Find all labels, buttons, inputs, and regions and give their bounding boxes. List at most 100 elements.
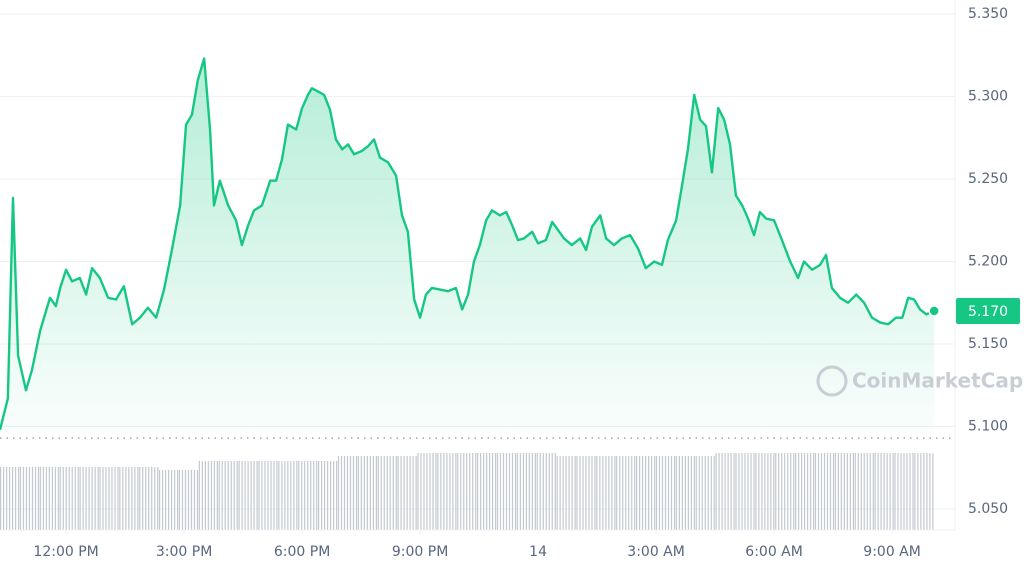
volume-stripe — [843, 453, 845, 530]
volume-stripe — [45, 467, 47, 530]
volume-stripe — [122, 467, 124, 530]
volume-stripe — [336, 461, 338, 530]
volume-stripe — [846, 453, 848, 530]
volume-stripe — [318, 461, 320, 530]
current-price-badge — [956, 298, 1020, 325]
volume-stripe — [608, 456, 610, 530]
current-price-label: 5.170 — [968, 304, 1008, 320]
volume-stripe — [389, 456, 391, 530]
volume-stripe — [443, 453, 445, 530]
volume-bar — [874, 453, 894, 530]
volume-stripe — [59, 467, 61, 530]
volume-bar — [59, 467, 79, 530]
volume-stripe — [437, 453, 439, 530]
volume-stripe — [486, 453, 488, 530]
volume-stripe — [287, 461, 289, 530]
volume-stripe — [145, 467, 147, 530]
volume-stripe — [71, 467, 73, 530]
volume-stripe — [826, 453, 829, 530]
volume-bar — [655, 456, 676, 530]
volume-stripe — [730, 453, 732, 530]
volume-bar — [238, 461, 258, 530]
volume-stripe — [3, 467, 5, 530]
volume-stripe — [125, 467, 127, 530]
volume-stripe — [256, 461, 258, 530]
x-tick-label: 12:00 PM — [33, 544, 98, 560]
volume-stripe — [511, 453, 514, 530]
volume-stripe — [54, 467, 56, 530]
volume-stripe — [548, 453, 550, 530]
volume-stripe — [346, 456, 349, 530]
volume-stripe — [157, 467, 159, 530]
volume-stripe — [321, 461, 323, 530]
volume-stripe — [753, 453, 755, 530]
volume-stripe — [508, 453, 511, 530]
volume-stripe — [889, 453, 891, 530]
volume-stripe — [810, 453, 812, 530]
volume-stripe — [168, 470, 170, 530]
volume-stripe — [190, 470, 193, 530]
volume-stripe — [85, 467, 87, 530]
volume-stripe — [105, 467, 107, 530]
volume-bar — [775, 453, 795, 530]
volume-stripe — [724, 453, 726, 530]
volume-stripe — [576, 456, 578, 530]
volume-stripe — [695, 456, 697, 530]
volume-bar — [814, 453, 835, 530]
volume-stripe — [920, 453, 922, 530]
volume-stripe — [505, 453, 508, 530]
volume-stripe — [108, 467, 110, 530]
volume-stripe — [522, 453, 524, 530]
volume-stripe — [241, 461, 243, 530]
volume-stripe — [741, 453, 743, 530]
volume-stripe — [667, 456, 670, 530]
volume-stripe — [616, 456, 618, 530]
volume-stripe — [207, 461, 209, 530]
volume-stripe — [238, 461, 240, 530]
volume-bar — [616, 456, 636, 530]
y-tick-label: 5.300 — [968, 89, 1008, 105]
volume-stripe — [698, 456, 700, 530]
volume-stripe — [545, 453, 547, 530]
volume-stripe — [611, 456, 613, 530]
watermark: CoinMarketCap — [816, 365, 1023, 397]
volume-stripe — [477, 453, 479, 530]
volume-stripe — [22, 467, 25, 530]
volume-stripe — [142, 467, 144, 530]
volume-stripe — [0, 467, 2, 530]
volume-stripe — [181, 470, 184, 530]
y-tick-label: 5.200 — [968, 254, 1008, 270]
volume-stripe — [758, 453, 760, 530]
volume-stripe — [383, 456, 385, 530]
volume-stripe — [778, 453, 780, 530]
volume-stripe — [536, 453, 538, 530]
volume-stripe — [276, 461, 278, 530]
plot-layer — [0, 13, 955, 534]
volume-stripe — [77, 467, 79, 530]
volume-stripe — [554, 453, 556, 530]
volume-stripe — [466, 453, 468, 530]
volume-stripe — [645, 456, 647, 530]
volume-stripe — [636, 456, 638, 530]
volume-stripe — [264, 461, 266, 530]
volume-stripe — [117, 467, 119, 530]
volume-bar — [39, 467, 59, 530]
volume-stripe — [34, 467, 37, 530]
volume-stripe — [349, 456, 352, 530]
volume-bar — [119, 467, 139, 530]
volume-stripe — [614, 456, 616, 530]
volume-stripe — [814, 453, 817, 530]
volume-bar — [894, 453, 914, 530]
volume-stripe — [463, 453, 465, 530]
volume-stripe — [187, 470, 190, 530]
volume-stripe — [366, 456, 368, 530]
volume-stripe — [406, 456, 408, 530]
volume-stripe — [284, 461, 286, 530]
volume-stripe — [767, 453, 769, 530]
volume-stripe — [154, 467, 156, 530]
volume-stripe — [673, 456, 676, 530]
volume-bar — [397, 456, 417, 530]
volume-stripe — [210, 461, 212, 530]
volume-bar — [755, 453, 775, 530]
volume-stripe — [42, 467, 44, 530]
